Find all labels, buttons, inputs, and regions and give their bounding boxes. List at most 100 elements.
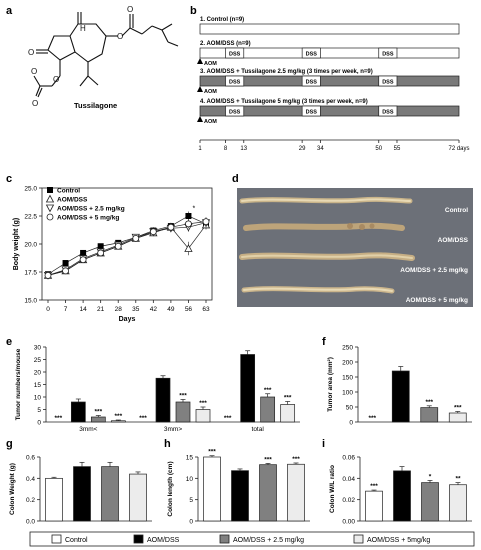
x-axis-label: Days <box>119 316 136 323</box>
legend-marker <box>45 194 55 203</box>
colon-length-chart: 0 5 10 15 Colon length (cm) *** *** *** <box>167 449 310 526</box>
significance-mark: * <box>192 205 195 212</box>
bar <box>391 370 410 423</box>
timeline-tick-label: 55 <box>394 146 401 152</box>
tumor-area-chart: 0 50 100 150 200 250 Tumor area (mm²) *** *** *** <box>327 345 472 427</box>
svg-text:O: O <box>28 48 34 57</box>
y-tick-label: 10 <box>186 476 194 483</box>
timeline-tick-label: 1 <box>198 146 202 152</box>
y-tick-label: 0.4 <box>26 476 35 483</box>
aom-injection-arrow <box>197 86 203 92</box>
y-tick-label: 0.00 <box>342 519 355 526</box>
significance-mark: *** <box>139 415 147 422</box>
bar <box>280 404 296 423</box>
colon-specimen-4 <box>241 286 395 294</box>
photo-label-5: AOM/DSS + 5 mg/kg <box>406 297 468 304</box>
timeline-tick-label: 8 <box>224 146 228 152</box>
panel-h-letter: h <box>164 438 171 450</box>
bar <box>175 401 191 423</box>
panel-g-letter: g <box>6 438 13 450</box>
bottom-legend-swatch-control <box>51 534 62 544</box>
data-point <box>97 243 104 250</box>
aom-injection-arrow <box>197 116 203 122</box>
panel-d-letter: d <box>232 173 239 185</box>
y-tick-label: 0.04 <box>342 476 355 483</box>
timeline-group-label: 3. AOM/DSS + Tussilagone 2.5 mg/kg (3 ti… <box>200 69 373 75</box>
y-axis-label: Body weight (g) <box>13 218 20 271</box>
legend-marker <box>47 187 53 193</box>
y-axis-label: Tumor area (mm²) <box>327 357 334 412</box>
y-tick-label: 20 <box>34 370 42 377</box>
bar <box>448 412 467 423</box>
dss-label: DSS <box>382 80 394 86</box>
dss-label: DSS <box>382 52 394 58</box>
y-tick-label: 5 <box>37 407 41 414</box>
significance-mark: *** <box>115 413 123 420</box>
structure-atom-labels: O O O O O O H <box>28 5 133 108</box>
bar <box>421 482 439 522</box>
y-tick-label: 50 <box>346 405 354 412</box>
significance-mark: *** <box>55 415 63 422</box>
x-tick-label: 3mm> <box>164 426 182 433</box>
timeline-tick-label: 50 <box>375 146 382 152</box>
significance-mark: *** <box>264 456 272 463</box>
data-point <box>62 260 69 267</box>
legend-marker <box>46 213 54 221</box>
x-tick-label: 7 <box>64 306 68 313</box>
timeline-tick-label: 34 <box>317 146 324 152</box>
significance-mark: *** <box>368 415 376 422</box>
timeline-group-label: 2. AOM/DSS (n=9) <box>200 41 251 47</box>
y-tick-label: 0 <box>189 519 193 526</box>
bar <box>70 401 86 423</box>
panel-a-letter: a <box>6 5 13 17</box>
bottom-legend-label-5: AOM/DSS + 5mg/kg <box>367 537 430 544</box>
panel-b-letter: b <box>190 5 197 17</box>
data-point <box>80 249 87 256</box>
tussilagone-structure <box>33 12 179 98</box>
dss-label: DSS <box>229 110 241 116</box>
bottom-legend-label-aomdss: AOM/DSS <box>147 537 180 544</box>
timeline-tick-label: 72 days <box>448 146 469 152</box>
timeline-tick-label: 13 <box>240 146 247 152</box>
bar <box>45 477 63 522</box>
aom-injection-arrow <box>197 58 203 64</box>
dss-period-box <box>378 47 398 59</box>
data-point <box>62 267 69 275</box>
significance-mark: *** <box>95 409 103 416</box>
panel-f-letter: f <box>322 336 326 348</box>
bottom-legend-swatch-25 <box>219 534 230 544</box>
timeline-group-label: 4. AOM/DSS + Tussilagone 5 mg/kg (3 time… <box>200 99 368 105</box>
svg-text:O: O <box>32 99 38 108</box>
data-point <box>185 213 192 219</box>
x-tick-label: 0 <box>46 306 50 313</box>
dss-label: DSS <box>382 110 394 116</box>
photo-label-aomdss: AOM/DSS <box>438 237 469 244</box>
significance-mark: *** <box>425 399 433 406</box>
bar <box>449 484 467 522</box>
bar <box>195 409 211 423</box>
colon-weight-chart: 0.0 0.2 0.4 0.6 Colon Weight (g) <box>9 455 152 526</box>
y-tick-label: 20.0 <box>24 242 37 249</box>
y-tick-label: 0.02 <box>342 497 355 504</box>
significance-mark: *** <box>199 400 207 407</box>
bar <box>90 416 106 423</box>
svg-text:O: O <box>127 5 133 14</box>
bar <box>240 354 256 423</box>
data-point <box>44 271 52 279</box>
y-tick-label: 15.0 <box>24 298 37 305</box>
body-weight-chart: 15.0 17.5 20.0 22.5 25.0 0 7 14 21 28 35 42 49 56 63 Da… <box>13 186 213 323</box>
bar <box>110 420 126 423</box>
bar <box>203 456 221 522</box>
x-tick-label: 28 <box>115 306 123 313</box>
data-point <box>202 218 210 226</box>
bar <box>231 470 249 522</box>
y-axis-label: Colon length (cm) <box>167 461 174 516</box>
dss-period-box <box>301 105 321 117</box>
y-tick-label: 10 <box>34 395 42 402</box>
significance-mark: *** <box>284 395 292 402</box>
bar <box>155 377 171 423</box>
series-line <box>47 222 207 276</box>
dss-period-box <box>378 75 398 87</box>
timeline-bar <box>199 23 460 35</box>
